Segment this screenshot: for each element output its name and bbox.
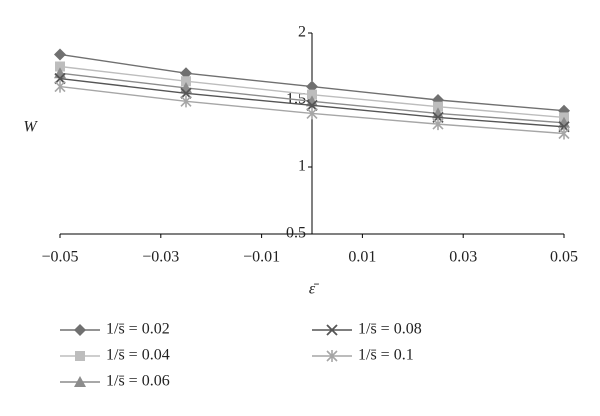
legend-label: 1/s̄ = 0.04: [106, 347, 170, 364]
marker: [306, 80, 318, 93]
marker: [180, 67, 192, 80]
marker: [306, 107, 318, 120]
marker: [180, 95, 192, 108]
marker: [307, 89, 317, 100]
marker: [432, 118, 444, 131]
y-tick-label: 2: [298, 24, 306, 41]
marker: [54, 48, 66, 61]
marker: [55, 61, 65, 72]
legend-marker: [74, 376, 86, 387]
x-tick-label: 0.05: [550, 249, 578, 266]
legend-label: 1/s̄ = 0.08: [358, 321, 422, 338]
marker: [54, 72, 66, 85]
x-tick-label: −0.05: [41, 249, 78, 266]
x-tick-label: −0.01: [243, 249, 280, 266]
legend-label: 1/s̄ = 0.06: [106, 373, 170, 390]
marker: [181, 76, 191, 87]
y-axis-label: W: [23, 119, 38, 136]
legend-marker: [74, 324, 86, 336]
x-axis-label: ε̄: [309, 281, 319, 298]
legend-marker: [75, 351, 85, 361]
marker: [180, 87, 192, 99]
x-tick-label: −0.03: [142, 249, 179, 266]
marker: [54, 80, 66, 93]
legend-marker: [326, 350, 338, 362]
marker: [306, 99, 318, 111]
x-tick-label: 0.01: [348, 249, 376, 266]
y-tick-label: 1: [298, 158, 306, 175]
marker: [558, 127, 570, 140]
legend-label: 1/s̄ = 0.02: [106, 321, 170, 338]
marker: [433, 101, 443, 112]
y-tick-label: 0.5: [286, 225, 306, 242]
legend-label: 1/s̄ = 0.1: [358, 347, 414, 364]
legend-marker: [326, 324, 338, 336]
x-tick-label: 0.03: [449, 249, 477, 266]
